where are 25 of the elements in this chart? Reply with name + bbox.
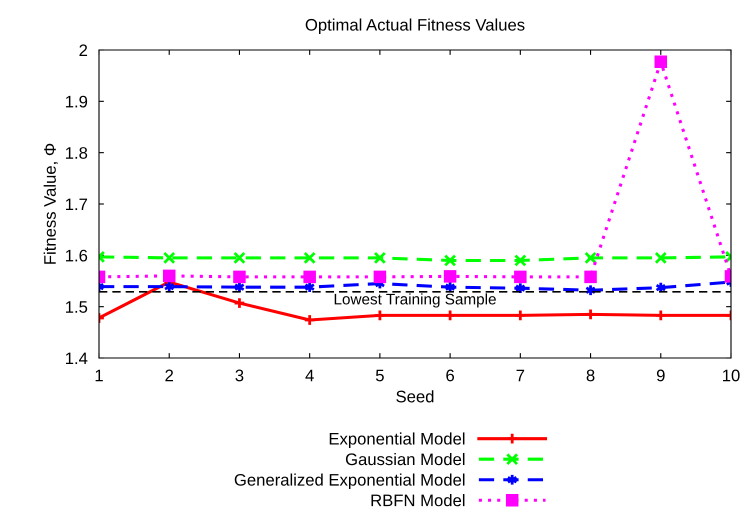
y-tick-label: 1.4 [66,352,88,364]
x-tick-label: 6 [446,370,454,382]
legend-label: Gaussian Model [346,452,464,466]
x-tick-label: 7 [516,370,524,382]
y-tick-label: 1.7 [66,198,88,210]
legend-label: RBFN Model [372,494,464,506]
y-axis-title: Fitness Value, Φ [44,144,58,264]
x-tick-label: 3 [235,370,244,382]
legend-label: Generalized Exponential Model [234,474,464,490]
legend-label: Exponential Model [330,432,464,448]
x-tick-label: 5 [376,370,384,382]
x-tick-label: 2 [165,370,174,382]
x-tick-label: 8 [586,370,594,382]
x-tick-label: 10 [723,370,740,382]
x-tick-label: 1 [96,370,103,382]
y-tick-label: 1.6 [66,250,88,262]
x-tick-label: 4 [305,370,314,382]
y-tick-label: 1.5 [66,301,88,313]
x-tick-label: 9 [656,370,665,382]
x-axis-title: Seed [396,390,434,402]
y-tick-label: 1.8 [66,147,88,159]
y-tick-label: 2 [79,44,88,56]
chart-title: Optimal Actual Fitness Values [306,18,524,34]
ref-line-label: Lowest Training Sample [334,293,496,308]
y-tick-label: 1.9 [66,96,88,108]
